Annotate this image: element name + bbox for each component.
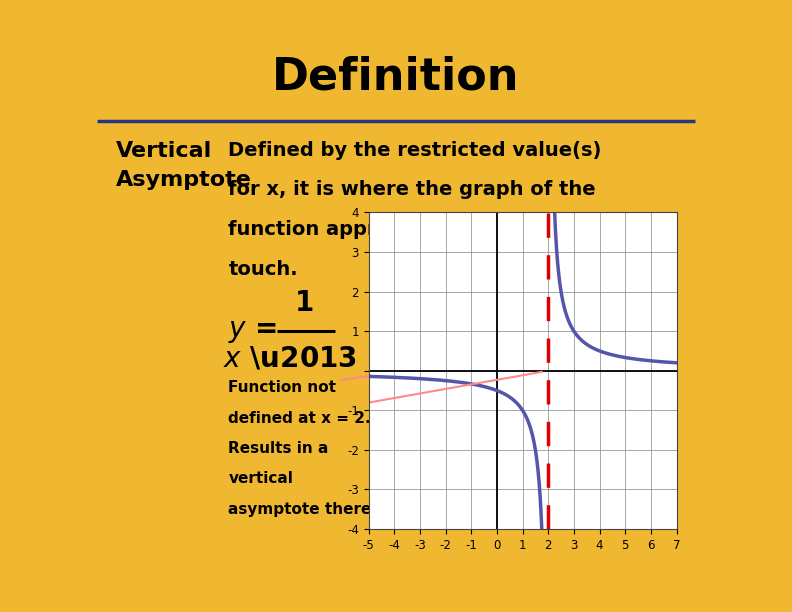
Text: touch.: touch. (228, 259, 298, 278)
Text: for x, it is where the graph of the: for x, it is where the graph of the (228, 181, 596, 200)
Text: function approaches but does not: function approaches but does not (228, 220, 600, 239)
Text: Defined by the restricted value(s): Defined by the restricted value(s) (228, 141, 602, 160)
Text: Function not: Function not (228, 380, 337, 395)
Text: $\it{y}$ =: $\it{y}$ = (228, 317, 277, 345)
Text: $\it{x}$ \u2013 2: $\it{x}$ \u2013 2 (223, 345, 386, 373)
Text: vertical: vertical (228, 471, 293, 487)
Text: Results in a: Results in a (228, 441, 329, 456)
Text: defined at x = 2.: defined at x = 2. (228, 411, 371, 426)
Text: asymptote there.: asymptote there. (228, 502, 377, 517)
Text: Definition: Definition (272, 55, 520, 99)
Text: Vertical
Asymptote: Vertical Asymptote (116, 141, 251, 190)
Text: 1: 1 (295, 289, 314, 317)
